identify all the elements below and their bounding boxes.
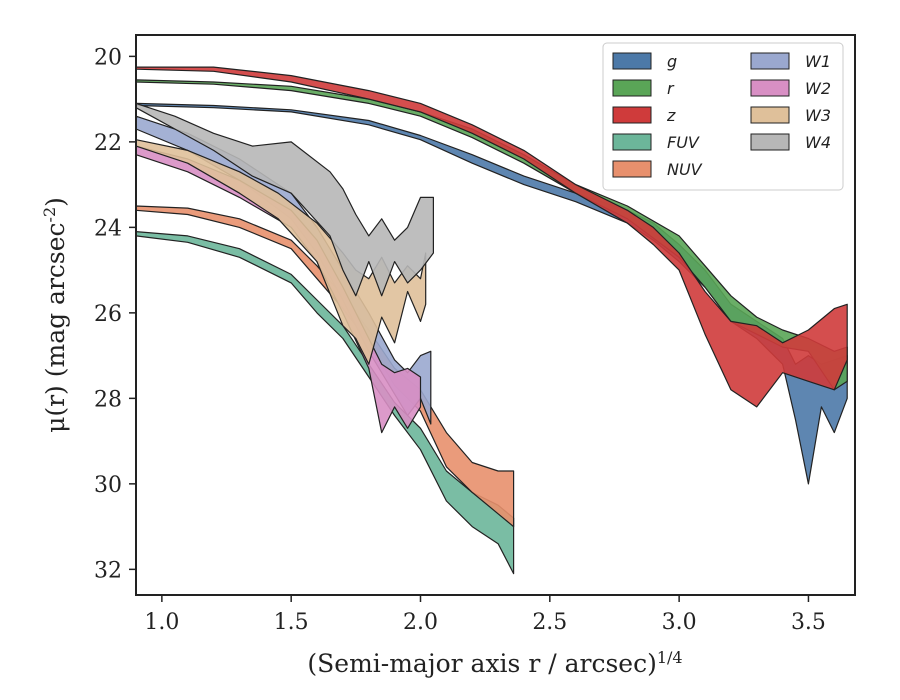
- y-tick-label: 28: [94, 387, 122, 412]
- y-tick-label: 32: [94, 558, 122, 583]
- x-tick-label: 1.0: [144, 610, 179, 635]
- band-fuv: [135, 231, 515, 575]
- legend-label: W1: [805, 52, 831, 71]
- band-w4: [135, 102, 434, 297]
- x-axis-label: (Semi-major axis r / arcsec)1/4: [307, 648, 682, 679]
- x-tick-label: 1.5: [274, 610, 309, 635]
- y-tick-label: 22: [94, 131, 122, 156]
- x-tick-label: 3.0: [662, 610, 697, 635]
- legend-label: z: [666, 106, 676, 125]
- band-z: [135, 66, 848, 408]
- legend-label: W2: [805, 79, 831, 98]
- legend-swatch: [612, 52, 652, 70]
- legend-swatch: [612, 106, 652, 124]
- legend: grz FUV NUV W1 W2 W3 W4: [602, 42, 844, 191]
- y-axis-ticks: 20 22 24 26 28 30 32: [94, 45, 136, 583]
- y-tick-label: 20: [94, 45, 122, 70]
- y-tick-label: 26: [94, 302, 122, 327]
- legend-swatch: [750, 106, 790, 124]
- x-tick-label: 2.0: [403, 610, 438, 635]
- legend-swatch: [612, 79, 652, 97]
- legend-label: FUV: [667, 133, 700, 152]
- legend-swatch: [612, 160, 652, 178]
- x-tick-label: 2.5: [532, 610, 567, 635]
- legend-swatch: [750, 133, 790, 151]
- series-bands: [135, 66, 848, 575]
- band-g: [135, 102, 848, 485]
- legend-swatch: [750, 79, 790, 97]
- y-axis-label: μ(r) (mag arcsec-2): [40, 197, 71, 433]
- y-tick-label: 30: [94, 473, 122, 498]
- legend-label: W3: [805, 106, 831, 125]
- legend-swatch: [750, 52, 790, 70]
- legend-label: NUV: [667, 160, 703, 179]
- plot-frame: [135, 34, 856, 596]
- y-tick-label: 24: [94, 216, 122, 241]
- x-axis-ticks: 1.0 1.5 2.0 2.5 3.0 3.5: [144, 595, 826, 635]
- legend-swatch: [612, 133, 652, 151]
- legend-label: W4: [805, 133, 831, 152]
- x-tick-label: 3.5: [791, 610, 826, 635]
- band-w3: [135, 139, 427, 365]
- legend-label: r: [667, 79, 675, 98]
- legend-label: g: [667, 52, 677, 71]
